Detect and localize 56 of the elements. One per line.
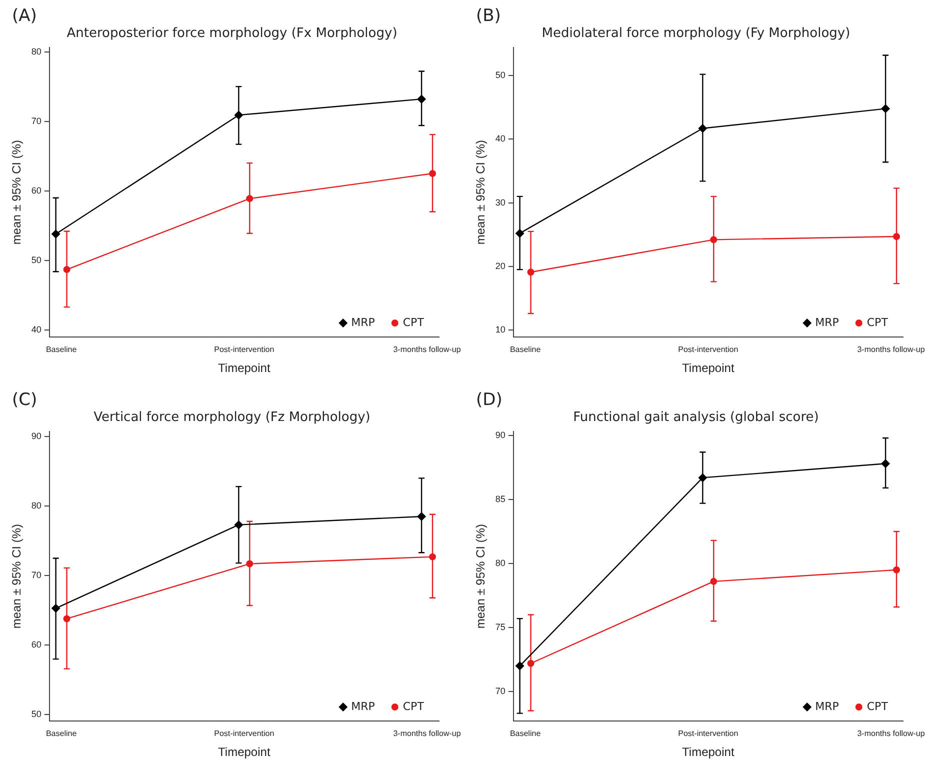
y-tick-label: 60 (31, 185, 42, 196)
chart-title: Vertical force morphology (Fz Morphology) (94, 410, 370, 426)
legend-label: CPT (866, 700, 888, 713)
y-tick-label: 90 (495, 430, 506, 440)
text: (B) (476, 6, 501, 26)
x-tick-label: Baseline (510, 345, 542, 354)
x-axis-title: Timepoint (682, 745, 735, 760)
text: (A) (12, 6, 37, 26)
y-tick-label: 60 (31, 640, 42, 650)
legend-label: MRP (351, 316, 376, 329)
x-tick-label: 3-months follow-up (393, 345, 462, 354)
x-tick-label: 3-months follow-up (393, 729, 462, 738)
y-axis-title: mean ± 95% CI (%) (10, 524, 24, 629)
y-axis-title: mean ± 95% CI (%) (474, 524, 488, 629)
legend-label: CPT (402, 316, 424, 329)
text: (C) (12, 390, 38, 410)
y-tick-label: 80 (31, 46, 42, 56)
y-tick-label: 75 (495, 622, 506, 632)
legend-label: CPT (402, 700, 424, 713)
y-tick-label: 20 (495, 260, 506, 271)
x-tick-label: Baseline (510, 729, 542, 738)
legend-label: MRP (351, 700, 376, 713)
chart-title: Functional gait analysis (global score) (573, 410, 819, 426)
y-tick-label: 80 (31, 500, 42, 511)
x-tick-label: Post-intervention (214, 345, 274, 354)
x-tick-label: Baseline (46, 729, 78, 738)
legend-label: MRP (815, 700, 840, 713)
x-tick-label: 3-months follow-up (857, 345, 926, 354)
chart-title: Mediolateral force morphology (Fy Morphology) (542, 26, 850, 42)
x-tick-label: 3-months follow-up (857, 729, 926, 738)
y-tick-label: 50 (31, 254, 42, 265)
x-axis-title: Timepoint (218, 361, 271, 376)
y-tick-label: 50 (495, 70, 506, 80)
y-tick-label: 70 (31, 570, 42, 580)
y-axis-title: mean ± 95% CI (%) (10, 140, 24, 245)
y-tick-label: 30 (495, 197, 506, 208)
y-tick-label: 85 (495, 494, 506, 504)
legend-label: MRP (815, 316, 840, 329)
chart-title: Anteroposterior force morphology (Fx Morphology) (66, 26, 398, 42)
y-tick-label: 10 (495, 324, 506, 334)
x-tick-label: Post-intervention (214, 729, 274, 738)
y-tick-label: 50 (31, 709, 42, 720)
x-tick-label: Post-intervention (678, 345, 738, 354)
x-axis-title: Timepoint (218, 745, 271, 760)
y-tick-label: 90 (31, 430, 42, 441)
y-tick-label: 70 (495, 686, 506, 696)
y-axis-title: mean ± 95% CI (%) (474, 140, 488, 245)
legend-label: CPT (866, 316, 888, 329)
text: (D) (476, 390, 502, 410)
y-tick-label: 80 (495, 558, 506, 568)
y-tick-label: 40 (495, 134, 506, 144)
y-tick-label: 40 (31, 324, 42, 335)
x-tick-label: Baseline (46, 345, 78, 354)
y-tick-label: 70 (31, 116, 42, 126)
x-tick-label: Post-intervention (678, 729, 738, 738)
x-axis-title: Timepoint (682, 361, 735, 376)
